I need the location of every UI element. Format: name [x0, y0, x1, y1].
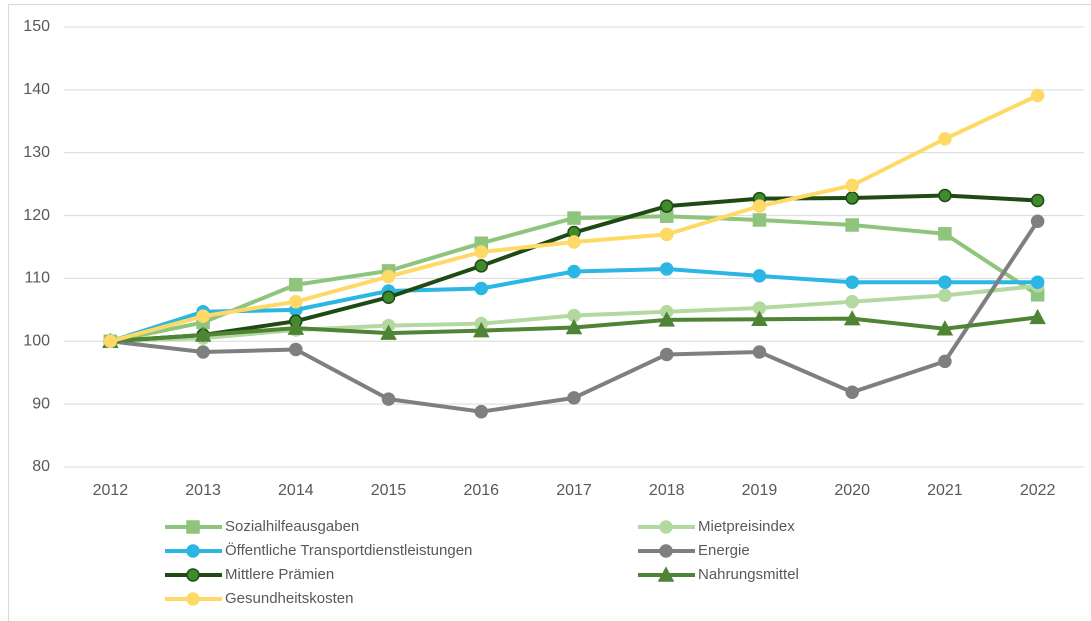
- marker: [567, 235, 581, 249]
- marker: [938, 132, 952, 146]
- x-tick-label: 2022: [1020, 482, 1056, 499]
- marker: [567, 211, 581, 225]
- marker: [287, 319, 305, 335]
- marker: [381, 269, 396, 284]
- x-tick-label: 2013: [185, 482, 221, 499]
- legend-label: Mittlere Prämien: [225, 566, 334, 583]
- marker: [186, 520, 200, 534]
- marker: [380, 324, 397, 340]
- y-tick-label: 110: [24, 270, 50, 287]
- marker: [659, 227, 674, 242]
- marker: [1030, 214, 1045, 228]
- x-tick-label: 2012: [93, 482, 129, 499]
- x-tick-label: 2014: [278, 482, 314, 499]
- y-tick-label: 90: [32, 395, 50, 412]
- marker: [938, 275, 952, 289]
- marker: [1030, 275, 1045, 289]
- marker: [658, 311, 675, 327]
- marker: [845, 275, 859, 289]
- marker: [567, 391, 581, 405]
- marker: [186, 592, 200, 606]
- legend-label: Sozialhilfeausgaben: [225, 518, 359, 535]
- marker: [381, 290, 396, 305]
- marker: [196, 309, 210, 323]
- marker: [186, 568, 200, 582]
- y-tick-label: 120: [23, 207, 50, 224]
- marker: [565, 318, 583, 335]
- marker: [289, 294, 303, 309]
- marker: [186, 544, 200, 558]
- x-tick-label: 2016: [463, 482, 499, 499]
- marker: [938, 354, 952, 369]
- x-tick-label: 2019: [742, 482, 778, 499]
- marker: [1030, 88, 1045, 103]
- y-tick-label: 130: [23, 144, 50, 161]
- marker: [474, 259, 489, 273]
- marker: [474, 404, 489, 419]
- legend-label: Gesundheitskosten: [225, 590, 353, 607]
- x-tick-label: 2017: [556, 482, 592, 499]
- x-tick-label: 2018: [649, 482, 685, 499]
- marker: [659, 544, 673, 558]
- y-tick-label: 150: [23, 18, 50, 35]
- marker: [751, 310, 768, 327]
- marker: [659, 262, 674, 276]
- marker: [659, 520, 673, 534]
- marker: [843, 310, 861, 326]
- marker: [474, 245, 489, 259]
- marker: [938, 288, 952, 303]
- marker: [473, 322, 490, 338]
- marker: [1029, 308, 1046, 325]
- x-tick-label: 2021: [927, 482, 963, 499]
- marker: [381, 392, 396, 406]
- y-tick-label: 80: [32, 458, 50, 475]
- marker: [659, 347, 674, 362]
- y-tick-label: 140: [23, 81, 50, 98]
- chart-border: [8, 4, 1091, 621]
- marker: [752, 213, 767, 227]
- marker: [194, 326, 212, 342]
- marker: [752, 345, 767, 359]
- x-tick-label: 2015: [371, 482, 407, 499]
- marker: [845, 385, 859, 399]
- marker: [474, 281, 489, 296]
- legend-label: Nahrungsmittel: [698, 566, 799, 583]
- y-tick-label: 100: [23, 333, 50, 350]
- marker: [567, 264, 581, 279]
- marker: [289, 342, 303, 357]
- legend-label: Mietpreisindex: [698, 518, 795, 535]
- marker: [845, 294, 859, 309]
- marker: [103, 334, 118, 349]
- marker: [1030, 193, 1045, 208]
- marker: [938, 188, 952, 203]
- marker: [938, 227, 952, 241]
- marker: [845, 191, 859, 205]
- legend-label: Energie: [698, 542, 750, 559]
- marker: [936, 320, 954, 336]
- marker: [659, 199, 674, 213]
- marker: [752, 269, 767, 283]
- marker: [196, 345, 210, 359]
- marker: [657, 566, 675, 582]
- marker: [845, 218, 859, 232]
- marker: [289, 277, 303, 292]
- marker: [752, 199, 767, 213]
- marker: [845, 178, 859, 193]
- x-tick-label: 2020: [834, 482, 870, 499]
- legend-label: Öffentliche Transportdienstleistungen: [225, 541, 472, 559]
